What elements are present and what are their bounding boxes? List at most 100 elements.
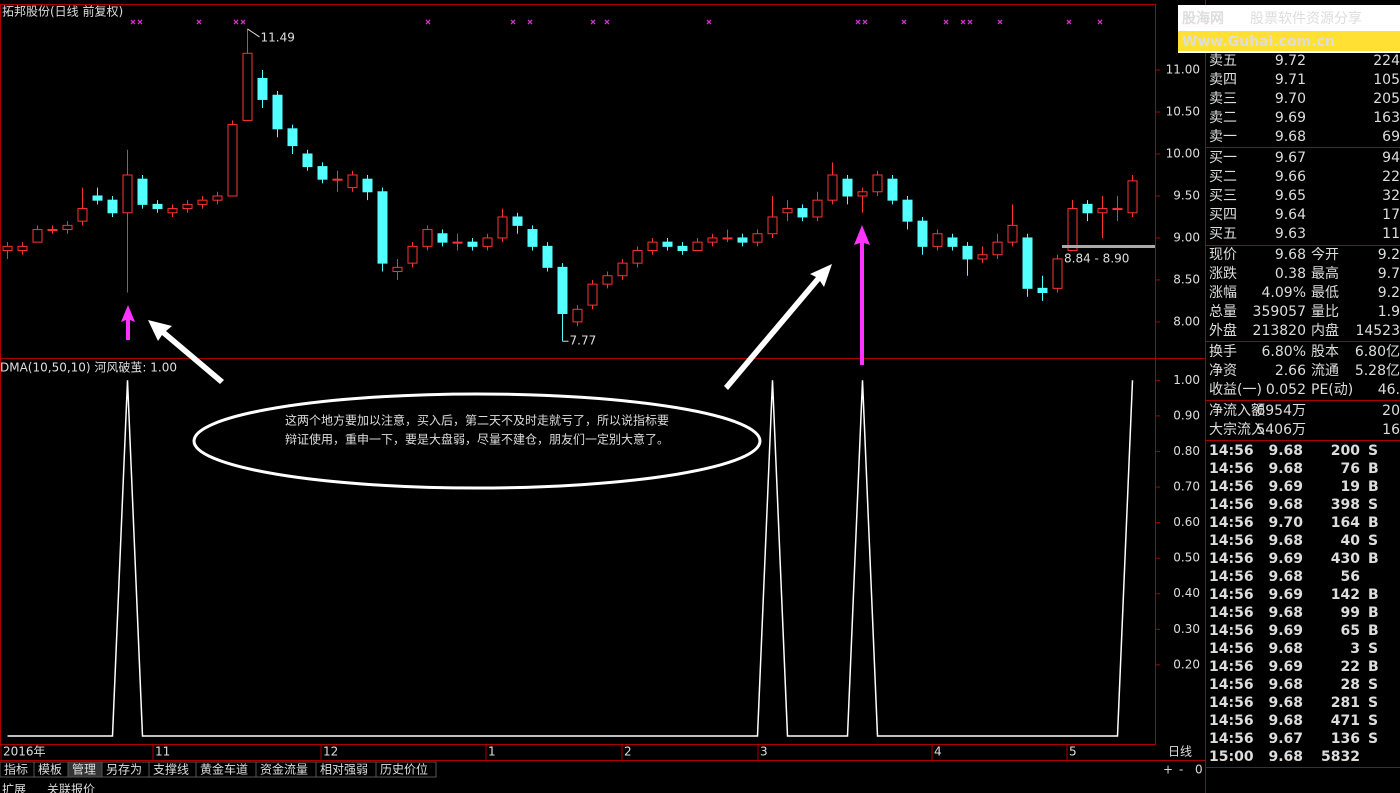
candle-body <box>242 52 253 121</box>
trade-volume: 430 <box>1331 551 1360 567</box>
candle-body <box>1112 208 1123 211</box>
tab-label[interactable]: 另存为 <box>106 763 142 777</box>
tab-label[interactable]: 模板 <box>38 763 62 777</box>
logo-slogan: 股票软件资源分享 <box>1250 10 1362 27</box>
y-tick-label: 11.00 <box>1166 63 1200 77</box>
quote-value: 46. <box>1378 382 1400 398</box>
trade-price: 9.68 <box>1268 461 1303 477</box>
candle-body <box>812 199 823 218</box>
x-tick-label: 4 <box>934 745 942 759</box>
quote-label: 现价 <box>1209 247 1237 263</box>
quote-value: 5.28亿 <box>1355 363 1400 379</box>
bottom-item: 关联报价 <box>47 782 95 793</box>
trade-time: 14:56 <box>1209 587 1254 603</box>
candle-body <box>1067 208 1078 252</box>
pointer-arrow <box>724 264 832 390</box>
zoom-control[interactable]: - <box>1179 763 1183 777</box>
book-price: 9.69 <box>1275 110 1306 126</box>
trade-side: S <box>1368 731 1378 747</box>
trade-volume: 398 <box>1331 497 1360 513</box>
book-label: 卖三 <box>1209 91 1237 107</box>
candle-body <box>932 233 943 247</box>
trade-price: 9.68 <box>1268 677 1303 693</box>
trade-side: S <box>1368 641 1378 657</box>
trade-price: 9.68 <box>1268 443 1303 459</box>
tab-label[interactable]: 黄金车道 <box>200 762 248 777</box>
book-label: 买四 <box>1209 207 1237 223</box>
trade-price: 9.68 <box>1268 569 1303 585</box>
x-tick-label: 1 <box>488 745 496 759</box>
candle-body <box>92 195 103 201</box>
chart-frame <box>0 4 1156 745</box>
y-tick-label: 0.50 <box>1173 551 1200 565</box>
quote-label: PE(动) <box>1311 382 1353 398</box>
candle-body <box>167 208 178 214</box>
trade-volume: 142 <box>1331 587 1360 603</box>
quote-value: 6.80亿 <box>1355 344 1400 360</box>
tab[interactable] <box>375 761 437 778</box>
quote-value: 9.68 <box>1275 247 1306 263</box>
candle-body <box>617 262 628 277</box>
candle-body <box>917 220 928 247</box>
book-volume: 17 <box>1382 207 1400 223</box>
book-volume: 163 <box>1373 110 1400 126</box>
tab-label[interactable]: 指标 <box>4 762 28 777</box>
tab-label[interactable]: 资金流量 <box>260 762 308 777</box>
zoom-control[interactable]: + <box>1163 763 1173 777</box>
trade-volume: 76 <box>1341 461 1360 477</box>
book-label: 卖一 <box>1209 129 1237 145</box>
book-volume: 224 <box>1373 53 1400 69</box>
x-tick-label: 3 <box>760 745 768 759</box>
quote-value: 14523 <box>1355 323 1400 339</box>
trade-side: B <box>1368 461 1379 477</box>
tab-label[interactable]: 管理 <box>72 762 96 777</box>
tab-label[interactable]: 支撑线 <box>153 762 189 777</box>
candle-body <box>107 199 118 214</box>
quote-label: 今开 <box>1311 247 1339 263</box>
y-tick-label: 8.00 <box>1173 314 1200 328</box>
quote-label: 最低 <box>1311 285 1339 301</box>
quote-value: 5406万 <box>1256 422 1306 438</box>
trade-price: 9.67 <box>1268 731 1303 747</box>
trade-side: S <box>1368 533 1378 549</box>
quote-value: 6954万 <box>1256 403 1306 419</box>
candle-body <box>602 275 613 285</box>
trade-time: 14:56 <box>1209 641 1254 657</box>
trade-side: S <box>1368 695 1378 711</box>
bottom-item: 扩展 <box>2 783 26 793</box>
trade-time: 14:56 <box>1209 605 1254 621</box>
trade-price: 9.68 <box>1268 641 1303 657</box>
candle-body <box>527 229 538 247</box>
trade-side: S <box>1368 713 1378 729</box>
tab-label[interactable]: 相对强弱 <box>320 763 368 777</box>
quote-label: 外盘 <box>1209 322 1237 339</box>
candle-body <box>887 178 898 201</box>
quote-label: 总量 <box>1209 304 1237 320</box>
quote-panel: 股海网 股票软件资源分享 Www.Guhai.com.cn 卖五 9.72 224 卖四 9.… <box>1178 5 1400 768</box>
y-tick-label: 10.50 <box>1166 105 1200 119</box>
high-label: 11.49 <box>261 30 295 44</box>
book-label: 买一 <box>1209 150 1237 166</box>
indicator-line <box>7 380 1134 737</box>
candle-body <box>32 229 43 243</box>
y-tick-label: 0.80 <box>1173 444 1200 458</box>
candle-body <box>1052 258 1063 289</box>
logo-url: Www.Guhai.com.cn <box>1182 34 1335 50</box>
zoom-control[interactable]: 0 <box>1195 763 1203 777</box>
candle-body <box>182 203 193 210</box>
quote-value: 9.2 <box>1378 247 1400 263</box>
signal-cross <box>604 19 610 25</box>
trade-side: B <box>1368 551 1379 567</box>
trade-volume: 28 <box>1341 677 1360 693</box>
signal-cross <box>967 19 973 25</box>
trade-price: 9.68 <box>1268 605 1303 621</box>
note-text: 这两个地方要加以注意，买入后，第二天不及时走就亏了，所以说指标要 <box>285 413 669 428</box>
candle-body <box>392 266 403 273</box>
book-price: 9.68 <box>1275 129 1306 145</box>
quote-label: 涨跌 <box>1209 266 1237 282</box>
x-tick-label: 11 <box>155 745 170 759</box>
trade-price: 9.68 <box>1268 533 1303 549</box>
quote-value: 0.052 <box>1266 382 1306 398</box>
tab-label[interactable]: 历史价位 <box>380 762 428 777</box>
